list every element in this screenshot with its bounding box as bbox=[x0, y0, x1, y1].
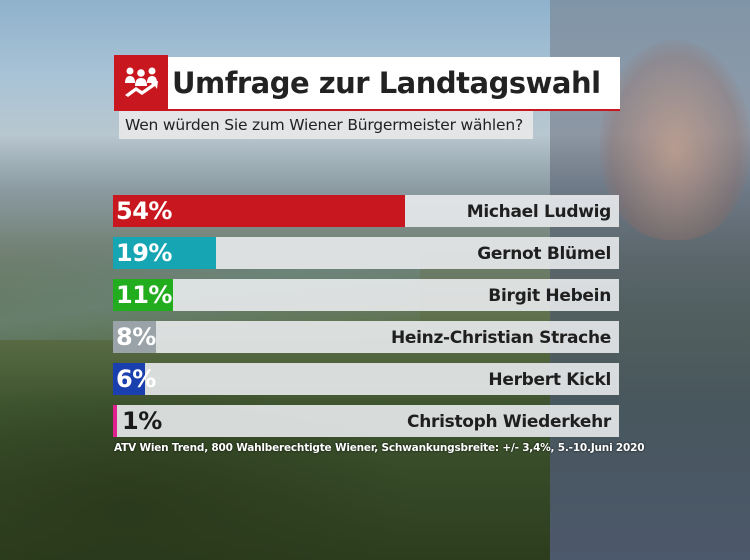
candidate-name: Christoph Wiederkehr bbox=[407, 412, 611, 432]
candidate-name: Birgit Hebein bbox=[488, 286, 611, 306]
bar-row: 54% Michael Ludwig bbox=[113, 195, 619, 227]
bar-percent-label: 8% bbox=[116, 323, 156, 351]
bar-fill bbox=[113, 363, 145, 395]
candidate-name: Heinz-Christian Strache bbox=[390, 328, 611, 348]
candidate-name: Gernot Blümel bbox=[477, 244, 611, 264]
bar-row: 6% Herbert Kickl bbox=[113, 363, 619, 395]
bar-fill bbox=[113, 237, 216, 269]
candidate-name: Herbert Kickl bbox=[488, 370, 611, 390]
background-person-face bbox=[600, 40, 750, 240]
source-footnote: ATV Wien Trend, 800 Wahlberechtigte Wien… bbox=[114, 442, 645, 454]
bar-row: 8% Heinz-Christian Strache bbox=[113, 321, 619, 353]
people-poll-icon bbox=[114, 55, 168, 109]
bar-fill bbox=[113, 321, 156, 353]
bar-percent-label: 1% bbox=[122, 407, 162, 435]
candidate-name: Michael Ludwig bbox=[466, 202, 612, 222]
bar-percent-label: 54% bbox=[116, 197, 172, 225]
title-banner: Umfrage zur Landtagswahl bbox=[114, 55, 620, 111]
bar-percent-label: 19% bbox=[116, 239, 172, 267]
bar-row: 19% Gernot Blümel bbox=[113, 237, 619, 269]
page-title: Umfrage zur Landtagswahl bbox=[172, 66, 601, 100]
bar-percent-label: 6% bbox=[116, 365, 156, 393]
bar-row: 11% Birgit Hebein bbox=[113, 279, 619, 311]
page-subtitle: Wen würden Sie zum Wiener Bürgermeister … bbox=[125, 116, 523, 134]
bar-fill bbox=[113, 279, 173, 311]
subtitle-banner: Wen würden Sie zum Wiener Bürgermeister … bbox=[119, 111, 533, 139]
bar-fill bbox=[113, 195, 405, 227]
bar-row: 1% Christoph Wiederkehr bbox=[113, 405, 619, 437]
bar-fill bbox=[113, 405, 117, 437]
bar-percent-label: 11% bbox=[116, 281, 172, 309]
